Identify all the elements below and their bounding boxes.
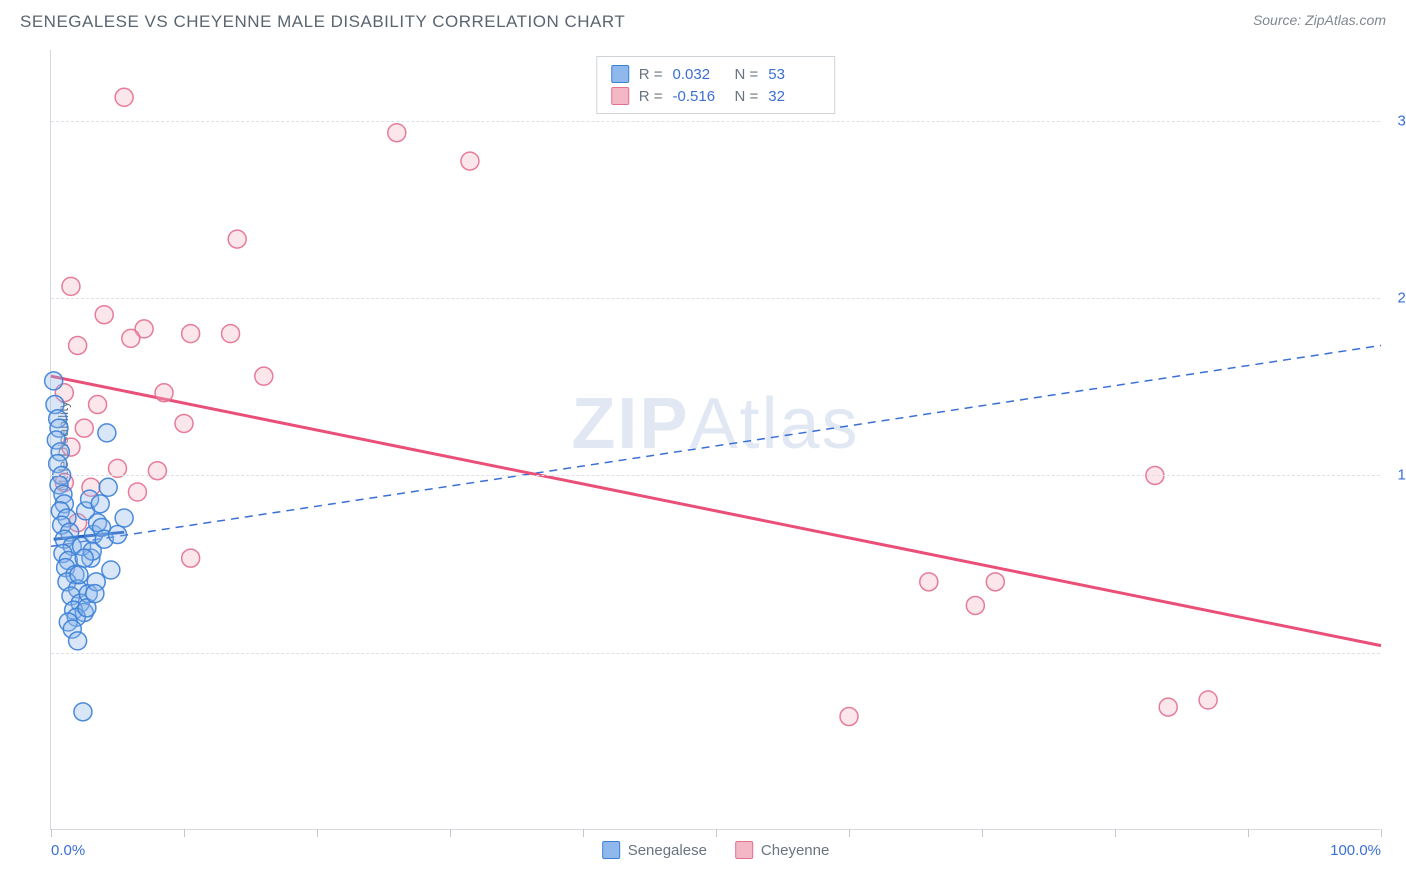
- data-point: [109, 526, 127, 544]
- stats-swatch-cheyenne: [611, 87, 629, 105]
- stats-legend-box: R = 0.032 N = 53 R = -0.516 N = 32: [596, 56, 836, 114]
- data-point: [222, 325, 240, 343]
- trend-line: [51, 345, 1381, 546]
- data-point: [986, 573, 1004, 591]
- data-point: [89, 396, 107, 414]
- data-point: [75, 419, 93, 437]
- data-point: [95, 306, 113, 324]
- stats-n-value: 53: [768, 66, 820, 83]
- data-point: [69, 632, 87, 650]
- x-tick: [1381, 829, 1382, 837]
- x-tick-label: 100.0%: [1330, 842, 1381, 859]
- y-tick-label: 15.0%: [1385, 467, 1406, 484]
- x-tick: [51, 829, 52, 837]
- data-point: [115, 509, 133, 527]
- x-tick: [184, 829, 185, 837]
- legend-item-senegalese: Senegalese: [602, 841, 707, 859]
- trend-line: [51, 376, 1381, 645]
- header: SENEGALESE VS CHEYENNE MALE DISABILITY C…: [0, 0, 1406, 36]
- x-tick: [317, 829, 318, 837]
- data-point: [966, 596, 984, 614]
- data-point: [228, 230, 246, 248]
- data-point: [102, 561, 120, 579]
- data-point: [86, 585, 104, 603]
- data-point: [840, 708, 858, 726]
- data-point: [461, 152, 479, 170]
- data-point: [128, 483, 146, 501]
- y-tick-label: 22.5%: [1385, 290, 1406, 307]
- stats-n-label: N =: [735, 66, 759, 83]
- stats-n-value: 32: [768, 88, 820, 105]
- stats-r-value: -0.516: [673, 88, 725, 105]
- x-tick: [1115, 829, 1116, 837]
- stats-r-label: R =: [639, 66, 663, 83]
- data-point: [122, 329, 140, 347]
- x-tick: [849, 829, 850, 837]
- stats-row: R = -0.516 N = 32: [611, 85, 821, 107]
- x-tick: [450, 829, 451, 837]
- legend-label: Cheyenne: [761, 842, 829, 859]
- stats-n-label: N =: [735, 88, 759, 105]
- data-point: [62, 277, 80, 295]
- data-point: [388, 124, 406, 142]
- data-point: [1159, 698, 1177, 716]
- legend-item-cheyenne: Cheyenne: [735, 841, 829, 859]
- x-tick: [716, 829, 717, 837]
- stats-swatch-senegalese: [611, 65, 629, 83]
- x-tick: [583, 829, 584, 837]
- data-point: [115, 88, 133, 106]
- data-point: [45, 372, 63, 390]
- y-tick-label: 30.0%: [1385, 112, 1406, 129]
- gridline: [51, 121, 1380, 122]
- data-point: [182, 325, 200, 343]
- chart-plot-area: ZIPAtlas R = 0.032 N = 53 R = -0.516 N =…: [50, 50, 1380, 830]
- source-attribution: Source: ZipAtlas.com: [1253, 12, 1386, 28]
- data-point: [74, 703, 92, 721]
- data-point: [155, 384, 173, 402]
- data-point: [1199, 691, 1217, 709]
- gridline: [51, 298, 1380, 299]
- data-point: [70, 566, 88, 584]
- stats-r-label: R =: [639, 88, 663, 105]
- scatter-svg: [51, 50, 1380, 829]
- chart-title: SENEGALESE VS CHEYENNE MALE DISABILITY C…: [20, 12, 625, 32]
- data-point: [148, 462, 166, 480]
- data-point: [175, 414, 193, 432]
- data-point: [98, 424, 116, 442]
- data-point: [182, 549, 200, 567]
- stats-r-value: 0.032: [673, 66, 725, 83]
- data-point: [69, 336, 87, 354]
- y-tick-label: 7.5%: [1385, 644, 1406, 661]
- x-tick: [982, 829, 983, 837]
- data-point: [255, 367, 273, 385]
- data-point: [91, 495, 109, 513]
- stats-row: R = 0.032 N = 53: [611, 63, 821, 85]
- data-point: [920, 573, 938, 591]
- x-tick: [1248, 829, 1249, 837]
- legend-swatch-senegalese: [602, 841, 620, 859]
- data-point: [99, 478, 117, 496]
- data-point: [75, 549, 93, 567]
- x-tick-label: 0.0%: [51, 842, 85, 859]
- gridline: [51, 653, 1380, 654]
- gridline: [51, 475, 1380, 476]
- bottom-legend: Senegalese Cheyenne: [602, 841, 830, 859]
- legend-label: Senegalese: [628, 842, 707, 859]
- legend-swatch-cheyenne: [735, 841, 753, 859]
